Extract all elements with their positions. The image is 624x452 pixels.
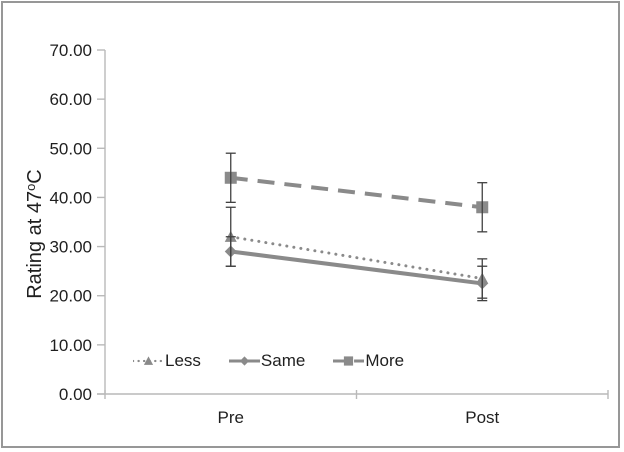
y-tick-label: 0.00 (59, 385, 92, 404)
legend-item-more: More (333, 351, 404, 371)
legend-item-less: Less (133, 351, 201, 371)
degree-superscript: o (23, 183, 38, 191)
chart-legend: Less Same More (133, 351, 404, 371)
y-tick-label: 40.00 (49, 188, 92, 207)
y-tick-label: 70.00 (49, 41, 92, 60)
legend-item-same: Same (228, 351, 306, 371)
series-line-more (230, 175, 483, 210)
legend-marker-diamond (239, 356, 250, 366)
legend-sample-dotted-line (133, 356, 164, 365)
legend-marker-square (344, 356, 354, 366)
series-line-less (229, 235, 484, 281)
legend-label: More (365, 351, 405, 370)
legend-label: Same (260, 351, 306, 370)
legend-label: Less (165, 351, 201, 370)
series-line-same (230, 249, 483, 286)
legend-marker-triangle (143, 356, 154, 365)
y-axis-title-text: Rating at 47 (24, 190, 46, 299)
x-category-label: Pre (218, 408, 244, 427)
y-tick-label: 60.00 (49, 90, 92, 109)
y-axis-title: Rating at 47oC (18, 84, 46, 384)
y-axis-title-unit: C (24, 169, 46, 184)
y-tick-label: 10.00 (49, 336, 92, 355)
legend-sample-solid-line (228, 356, 260, 366)
y-tick-label: 50.00 (49, 139, 92, 158)
x-category-label: Post (465, 408, 499, 427)
legend-sample-dashed-line (333, 356, 365, 366)
y-tick-label: 30.00 (49, 238, 92, 257)
y-tick-label: 20.00 (49, 287, 92, 306)
